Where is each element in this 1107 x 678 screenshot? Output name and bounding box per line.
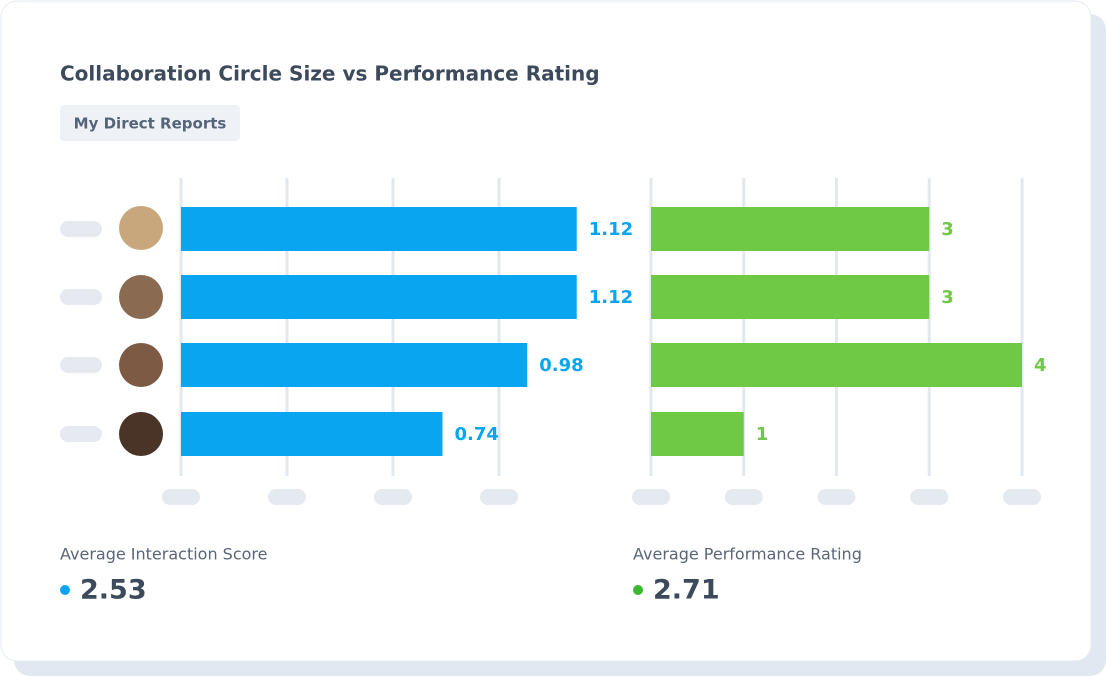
value-label: 1.12 (589, 287, 633, 308)
value-label: 3 (941, 219, 954, 240)
name-placeholder (60, 426, 102, 442)
filter-label[interactable]: My Direct Reports (74, 115, 227, 133)
bar (651, 412, 744, 456)
bar (181, 343, 528, 387)
tick-placeholder (817, 489, 856, 505)
avatar (119, 412, 163, 456)
value-label: 0.98 (539, 355, 583, 376)
value-label: 1.12 (589, 219, 633, 240)
title: Collaboration Circle Size vs Performance… (60, 62, 600, 86)
value-label: 0.74 (454, 424, 498, 445)
summary-label: Average Performance Rating (633, 545, 862, 564)
name-placeholder (60, 289, 102, 305)
name-placeholder (60, 357, 102, 373)
summary-label: Average Interaction Score (60, 545, 268, 564)
name-placeholder (60, 221, 102, 237)
value-label: 3 (941, 287, 954, 308)
tick-placeholder (268, 489, 306, 505)
bar (181, 275, 577, 319)
avatar (119, 206, 163, 250)
value-label: 4 (1034, 355, 1047, 376)
tick-placeholder (910, 489, 949, 505)
summary-value: 2.71 (653, 575, 720, 606)
avatar (119, 275, 163, 319)
filter-chip[interactable] (60, 105, 240, 141)
bar (651, 207, 930, 251)
bar (651, 275, 930, 319)
tick-placeholder (162, 489, 200, 505)
bar (181, 207, 577, 251)
tick-placeholder (632, 489, 670, 505)
bar (651, 343, 1022, 387)
summary-dot (60, 585, 70, 595)
value-label: 1 (756, 424, 769, 445)
tick-placeholder (374, 489, 412, 505)
summary-dot (633, 585, 643, 595)
tick-placeholder (1003, 489, 1041, 505)
avatars (119, 206, 163, 456)
tick-placeholder (724, 489, 763, 505)
avatar (119, 343, 163, 387)
bar (181, 412, 443, 456)
summary-value: 2.53 (80, 575, 147, 606)
tick-placeholder (480, 489, 518, 505)
